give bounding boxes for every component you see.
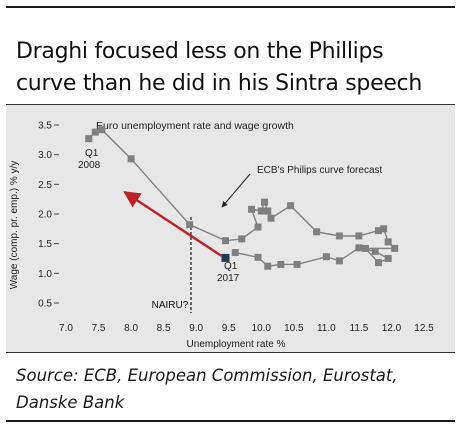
data-point [277, 260, 285, 268]
y-tick-label: 0.5 [38, 299, 52, 310]
data-point [322, 253, 330, 261]
y-axis-ticks: 0.5 1.0 1.5 2.0 2.5 3.0 3.5 [38, 121, 59, 310]
data-point [257, 207, 265, 215]
q1-2017-label-line-1: Q1 [224, 261, 238, 272]
forecast-arrow [123, 191, 223, 257]
data-point [374, 259, 382, 267]
data-point [254, 223, 262, 231]
chart-card: Draghi focused less on the Phillips curv… [6, 6, 455, 422]
x-tick-label: 11.5 [350, 323, 369, 334]
data-point [374, 227, 382, 235]
x-tick-label: 10.0 [252, 323, 272, 334]
data-point [335, 232, 343, 240]
current-point-group [221, 253, 230, 262]
y-axis-label: Wage (comp. pr. emp.) % y/y [9, 161, 20, 290]
q1-2017-point [221, 253, 230, 262]
x-tick-label: 7.5 [92, 323, 106, 334]
data-point [355, 244, 363, 252]
x-tick-label: 10.5 [284, 323, 304, 334]
chart-panel: Euro unemployment rate and wage growth W… [6, 104, 455, 353]
data-point [248, 205, 256, 213]
data-point [355, 232, 363, 240]
data-point [231, 249, 239, 257]
x-axis-ticks: 7.0 7.5 8.0 8.5 9.0 9.5 10.0 10.5 11.0 11.5 12.0 12… [59, 323, 434, 334]
nairu-label: NAIRU? [152, 300, 189, 311]
data-point [371, 247, 379, 255]
y-tick-label: 1.5 [38, 239, 52, 250]
data-point [186, 221, 194, 229]
data-point [254, 253, 262, 261]
y-tick-label: 1.0 [38, 269, 52, 280]
data-point [335, 257, 343, 265]
data-point [264, 262, 272, 270]
data-point [127, 155, 135, 163]
y-tick-label: 3.5 [38, 121, 52, 132]
source-line-2: Danske Bank [16, 393, 125, 412]
data-point [380, 225, 388, 233]
chart-title: Euro unemployment rate and wage growth [96, 120, 294, 132]
data-point [384, 238, 392, 246]
x-tick-label: 9.5 [222, 323, 236, 334]
q1-2008-label-line-1: Q1 [85, 148, 99, 159]
data-point [221, 237, 229, 245]
q1-2008-label-line-2: 2008 [78, 160, 101, 171]
x-tick-label: 12.5 [414, 323, 434, 334]
data-point [264, 207, 272, 215]
data-point [261, 198, 269, 206]
data-point [267, 214, 275, 222]
q1-2017-label-line-2: 2017 [217, 273, 240, 284]
chart-heading: Draghi focused less on the Phillips curv… [16, 36, 446, 100]
data-point [238, 235, 246, 243]
data-point [391, 244, 399, 252]
data-point [91, 128, 99, 136]
x-tick-label: 7.0 [59, 323, 73, 334]
x-tick-label: 8.0 [124, 323, 138, 334]
x-tick-label: 11.0 [317, 323, 336, 334]
data-point [361, 244, 369, 252]
forecast-callout-arrow [221, 173, 251, 208]
data-point [98, 126, 106, 134]
data-point [384, 255, 392, 262]
x-tick-label: 8.5 [157, 323, 171, 334]
x-tick-label: 12.0 [382, 323, 402, 334]
chart-heading-line-1: Draghi focused less on the Phillips [16, 39, 384, 64]
source-note: Source: ECB, European Commission, Eurost… [16, 362, 446, 416]
x-axis-label: Unemployment rate % [187, 339, 286, 350]
bottom-rule [6, 420, 455, 422]
forecast-label: ECB's Philips curve forecast [257, 165, 383, 176]
source-line-1: Source: ECB, European Commission, Eurost… [16, 366, 398, 385]
series-points [85, 126, 399, 270]
scatter-chart: Euro unemployment rate and wage growth W… [9, 120, 434, 350]
y-tick-label: 3.0 [38, 150, 52, 161]
x-tick-label: 9.0 [189, 323, 203, 334]
data-point [287, 202, 295, 210]
data-point [85, 135, 93, 143]
data-point [293, 260, 301, 268]
chart-heading-line-2: curve than he did in his Sintra speech [16, 71, 422, 96]
data-point [313, 228, 321, 236]
y-tick-label: 2.0 [38, 210, 52, 221]
y-tick-label: 2.5 [38, 180, 52, 191]
top-rule [6, 6, 455, 8]
